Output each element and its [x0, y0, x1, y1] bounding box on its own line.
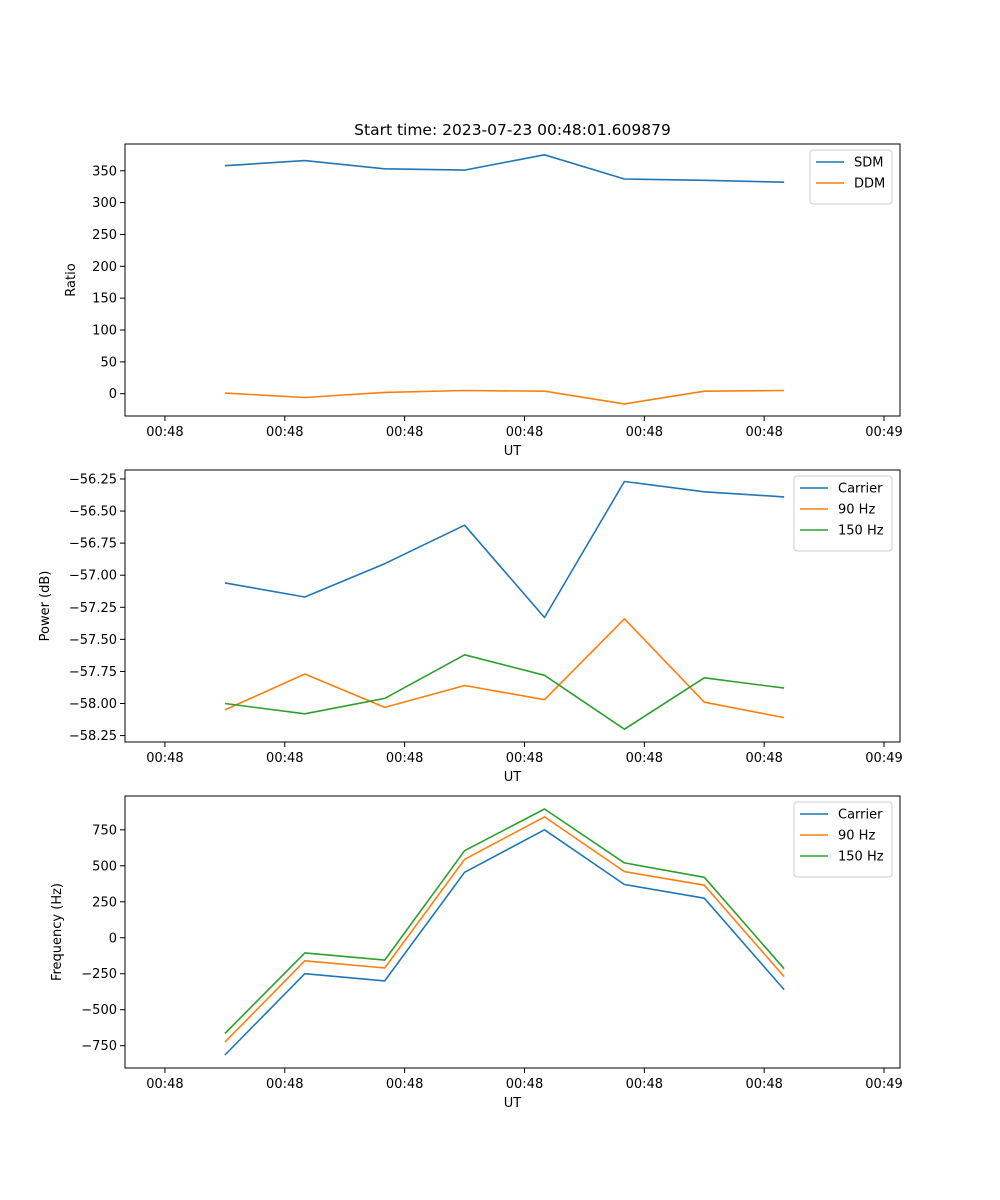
legend-label: 90 Hz	[838, 503, 875, 518]
x-tick-label: 00:49	[865, 1077, 902, 1092]
chart-panel-3: 00:48 00:48 00:48 00:48 00:48 00:48 00:49 −750 −…	[50, 795, 903, 1111]
x-tick-label: 00:48	[745, 751, 782, 766]
y-tick-label: 500	[92, 859, 117, 874]
chart-title: Start time: 2023-07-23 00:48:01.609879	[354, 121, 671, 139]
series-line-ddm	[224, 389, 785, 405]
axes-frame	[124, 469, 901, 743]
x-tick-label: 00:48	[506, 425, 543, 440]
y-tick-label: −56.25	[69, 472, 117, 487]
x-tick-label: 00:49	[865, 425, 902, 440]
x-tick-label: 00:48	[146, 425, 183, 440]
x-axis-label: UT	[504, 444, 522, 459]
y-tick-label: 50	[100, 355, 117, 370]
legend-label: SDM	[854, 156, 883, 171]
series-line-carrier	[224, 828, 785, 1056]
y-tick-label: −56.50	[69, 505, 117, 520]
x-tick-label: 00:48	[745, 425, 782, 440]
y-axis-label: Ratio	[64, 263, 79, 296]
x-tick-label: 00:48	[386, 1077, 423, 1092]
y-tick-label: 0	[109, 931, 117, 946]
y-tick-label: −57.50	[69, 633, 117, 648]
y-tick-label: −750	[81, 1039, 117, 1054]
y-tick-label: −57.00	[69, 569, 117, 584]
x-tick-label: 00:48	[266, 425, 303, 440]
y-tick-label: 250	[92, 895, 117, 910]
y-axis-label: Frequency (Hz)	[50, 883, 65, 981]
x-tick-label: 00:48	[386, 425, 423, 440]
chart-panel-2: 00:48 00:48 00:48 00:48 00:48 00:48 00:49 −58.2…	[38, 469, 903, 785]
y-tick-label: −58.25	[69, 729, 117, 744]
x-tick-label: 00:49	[865, 751, 902, 766]
y-tick-label: 250	[92, 228, 117, 243]
x-tick-label: 00:48	[506, 1077, 543, 1092]
series-line-150-hz	[224, 653, 785, 731]
series-line-carrier	[224, 480, 785, 619]
y-tick-label: −58.00	[69, 697, 117, 712]
y-tick-label: 100	[92, 324, 117, 339]
legend-label: 150 Hz	[838, 850, 884, 865]
legend: Carrier 90 Hz 150 Hz	[793, 475, 893, 552]
series-line-90-hz	[224, 617, 785, 719]
y-tick-label: 150	[92, 292, 117, 307]
x-axis-label: UT	[504, 1096, 522, 1111]
x-tick-label: 00:48	[626, 425, 663, 440]
x-tick-label: 00:48	[626, 751, 663, 766]
axes-frame	[124, 143, 901, 417]
legend-label: Carrier	[838, 808, 883, 823]
x-axis-label: UT	[504, 770, 522, 785]
legend-box	[809, 149, 893, 205]
y-tick-label: 350	[92, 164, 117, 179]
series-line-90-hz	[224, 816, 785, 1043]
chart-panel-1: Start time: 2023-07-23 00:48:01.60987900…	[64, 121, 903, 459]
y-tick-label: −500	[81, 1003, 117, 1018]
x-tick-label: 00:48	[146, 751, 183, 766]
y-tick-label: 0	[109, 387, 117, 402]
y-tick-label: −57.25	[69, 601, 117, 616]
x-tick-label: 00:48	[386, 751, 423, 766]
axes-frame	[124, 795, 901, 1069]
y-axis-label: Power (dB)	[38, 571, 53, 642]
x-tick-label: 00:48	[626, 1077, 663, 1092]
legend-label: 150 Hz	[838, 524, 884, 539]
y-tick-label: −250	[81, 967, 117, 982]
legend: Carrier 90 Hz 150 Hz	[793, 801, 893, 878]
x-tick-label: 00:48	[506, 751, 543, 766]
x-tick-label: 00:48	[146, 1077, 183, 1092]
x-tick-label: 00:48	[745, 1077, 782, 1092]
y-tick-label: 750	[92, 823, 117, 838]
legend-box	[793, 801, 893, 878]
x-tick-label: 00:48	[266, 751, 303, 766]
series-line-sdm	[224, 154, 785, 183]
y-tick-label: −57.75	[69, 665, 117, 680]
legend-label: DDM	[854, 177, 885, 192]
legend-box	[793, 475, 893, 552]
y-tick-label: 300	[92, 196, 117, 211]
y-tick-label: 200	[92, 260, 117, 275]
y-tick-label: −56.75	[69, 537, 117, 552]
legend: SDM DDM	[809, 149, 893, 205]
x-tick-label: 00:48	[266, 1077, 303, 1092]
legend-label: Carrier	[838, 482, 883, 497]
series-line-150-hz	[224, 808, 785, 1035]
legend-label: 90 Hz	[838, 829, 875, 844]
